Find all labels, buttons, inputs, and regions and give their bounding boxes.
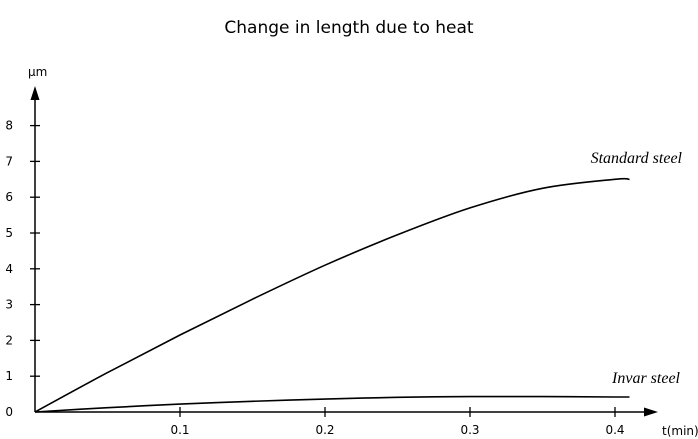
y-axis-arrow-icon xyxy=(30,86,40,100)
x-tick-label: 0.2 xyxy=(315,423,334,437)
chart-title: Change in length due to heat xyxy=(224,18,474,38)
x-axis-unit-label: t(min) xyxy=(662,424,698,438)
series-lines xyxy=(34,177,630,413)
y-tick-label: 4 xyxy=(5,262,13,276)
x-tick-label: 0.1 xyxy=(170,423,189,437)
y-tick-label: 6 xyxy=(5,190,13,204)
y-tick-label: 5 xyxy=(5,226,13,240)
y-tick-label: 1 xyxy=(5,369,13,383)
y-tick-label: 7 xyxy=(5,154,13,168)
y-tick-label: 0 xyxy=(5,405,13,419)
y-axis-unit-label: µm xyxy=(28,65,47,79)
series-label-standard-steel: Standard steel xyxy=(591,150,683,167)
y-tick-label: 3 xyxy=(5,298,13,312)
y-tick-label: 8 xyxy=(5,119,13,133)
x-axis-arrow-icon xyxy=(644,407,658,417)
x-tick-label: 0.4 xyxy=(605,423,624,437)
y-ticks: 0 1 2 3 4 5 6 7 8 xyxy=(5,119,40,419)
series-label-invar-steel: Invar steel xyxy=(611,370,681,387)
x-tick-label: 0.3 xyxy=(460,423,479,437)
x-ticks: 0.1 0.2 0.3 0.4 xyxy=(170,407,625,437)
y-tick-label: 2 xyxy=(5,333,13,347)
series-line-invar-steel xyxy=(34,395,630,413)
series-line-standard-steel xyxy=(34,177,630,413)
